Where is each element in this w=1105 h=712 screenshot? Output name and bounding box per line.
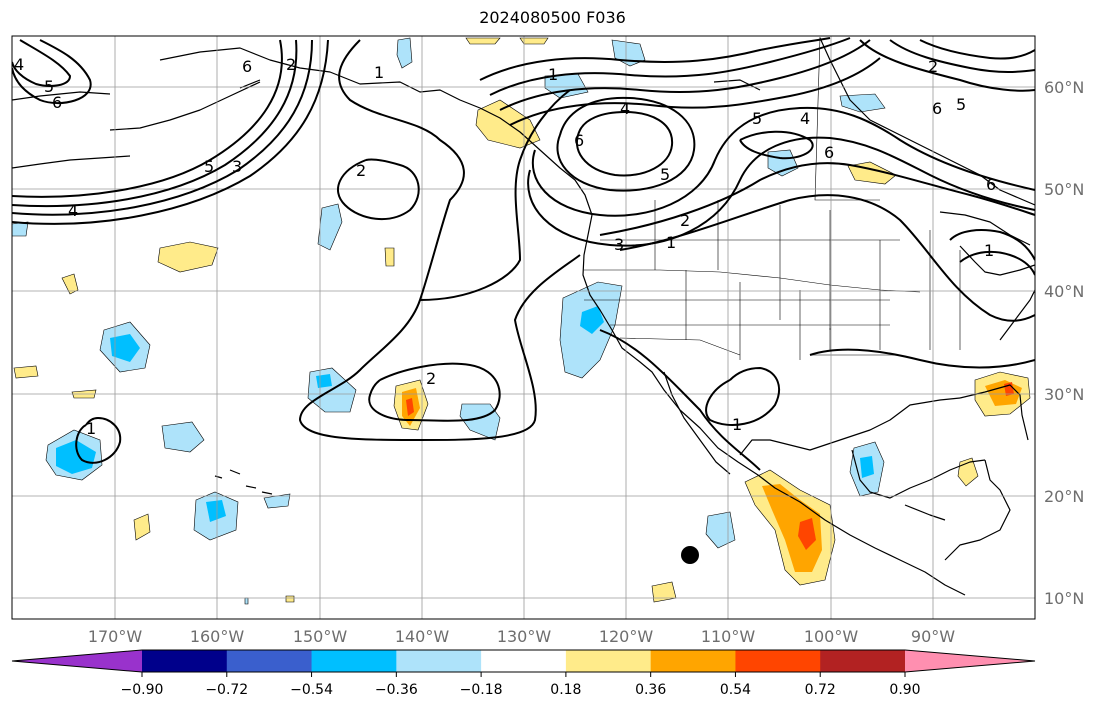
colorbar-segment [226,650,313,672]
contour-label-6: 6 [932,99,942,118]
contour-label-6: 6 [242,57,252,76]
colorbar-tick-label: −0.36 [375,682,418,698]
contour-label-3: 3 [614,235,624,254]
lon-label-140w: 140°W [395,627,450,646]
lat-label-40n: 40°N [1044,282,1084,301]
colorbar: −0.90 −0.72 −0.54 −0.36 −0.18 0.18 0.36 0.54 0.7… [11,649,1036,698]
colorbar-segment [650,650,736,672]
contour-label-2: 2 [928,57,938,76]
lon-label-90w: 90°W [911,627,955,646]
strong-positive-anomaly-fill [406,382,1014,550]
strong-negative-anomaly-fill [56,306,874,522]
colorbar-segment [142,650,228,672]
contour-lines [12,37,1035,471]
lat-label-50n: 50°N [1044,180,1084,199]
contour-label-4: 4 [620,99,630,118]
contour-label-4: 4 [14,55,24,74]
longitude-labels: 170°W 160°W 150°W 140°W 130°W 120°W 110°… [88,627,955,646]
colorbar-tick-label: −0.72 [205,682,248,698]
contour-label-6: 6 [824,143,834,162]
contour-label-5: 5 [660,165,670,184]
contour-label-5: 5 [204,157,214,176]
state-borders [584,36,961,360]
lon-label-130w: 130°W [497,627,552,646]
colorbar-extend-high [905,650,1035,672]
colorbar-tick-label: 0.36 [635,682,666,698]
contour-label-2: 2 [286,55,296,74]
latitude-labels: 60°N 50°N 40°N 30°N 20°N 10°N [1044,78,1084,608]
contour-label-1: 1 [548,65,558,84]
contour-label-1: 1 [666,233,676,252]
contour-label-2: 2 [356,161,366,180]
contour-label-4: 4 [800,109,810,128]
contour-label-1: 1 [984,241,994,260]
colorbar-segment [565,650,652,672]
colorbar-tick-label: 0.90 [889,682,920,698]
colorbar-segment [735,650,821,672]
contour-label-5: 5 [44,77,54,96]
storm-center-marker [681,546,699,564]
lon-label-110w: 110°W [701,627,756,646]
lon-label-120w: 120°W [599,627,654,646]
colorbar-extend-low [12,650,142,672]
colorbar-tick-label: 0.54 [720,682,751,698]
contour-label-4: 4 [68,201,78,220]
contour-value-labels: 5 6 4 5 3 4 6 2 1 2 2 1 1 4 6 5 5 4 6 2 … [14,55,996,438]
lon-label-150w: 150°W [293,627,348,646]
colorbar-segment [481,650,567,672]
lon-label-170w: 170°W [88,627,143,646]
contour-label-1: 1 [374,63,384,82]
contour-label-6: 6 [52,93,62,112]
colorbar-segment [820,650,906,672]
map-title: 2024080500 F036 [479,8,626,27]
contour-label-3: 3 [232,157,242,176]
colorbar-tick-label: −0.18 [460,682,503,698]
contour-label-6: 6 [986,175,996,194]
colorbar-segment [311,650,397,672]
contour-label-2: 2 [680,211,690,230]
colorbar-segment [396,650,482,672]
gridlines [12,36,1035,619]
lon-label-160w: 160°W [190,627,245,646]
colorbar-tick-label: −0.90 [121,682,164,698]
lon-label-100w: 100°W [804,627,859,646]
lat-label-20n: 20°N [1044,487,1084,506]
contour-label-1: 1 [732,415,742,434]
colorbar-tick-label: −0.54 [290,682,333,698]
contour-label-5: 5 [752,109,762,128]
contour-label-1: 1 [86,419,96,438]
lat-label-60n: 60°N [1044,78,1084,97]
lat-label-30n: 30°N [1044,385,1084,404]
lat-label-10n: 10°N [1044,589,1084,608]
contour-label-5: 5 [956,95,966,114]
contour-label-6: 6 [574,131,584,150]
colorbar-tick-label: 0.72 [805,682,836,698]
map-frame [11,35,1036,620]
map-content: 5 6 4 5 3 4 6 2 1 2 2 1 1 4 6 5 5 4 6 2 … [12,36,1035,619]
colorbar-tick-label: 0.18 [550,682,581,698]
coastlines-and-borders [12,37,1035,596]
contour-label-2: 2 [426,369,436,388]
